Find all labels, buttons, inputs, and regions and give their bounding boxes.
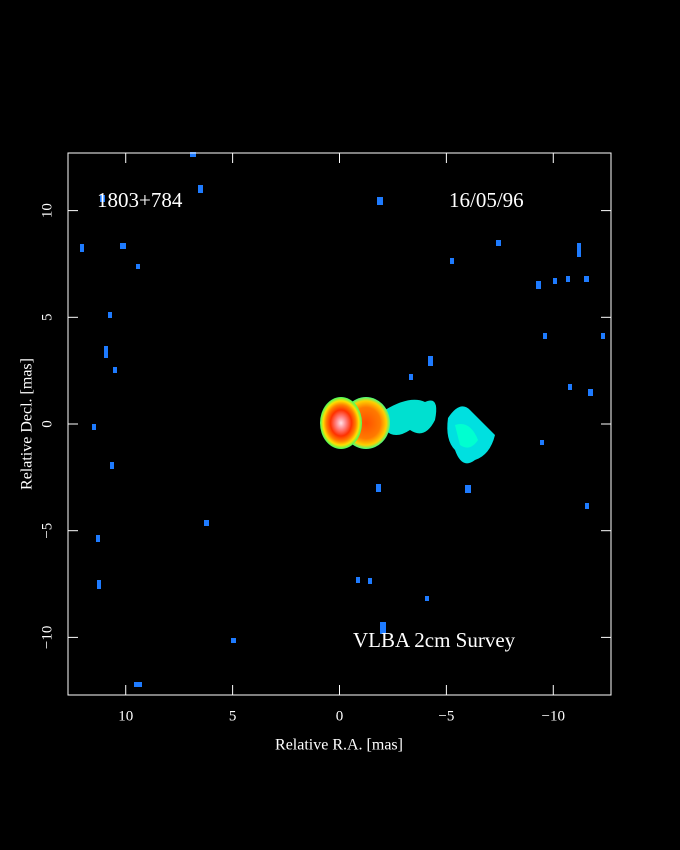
x-tick-label: 0	[336, 708, 344, 724]
x-axis-label: Relative R.A. [mas]	[275, 737, 403, 754]
x-tick-label: −5	[438, 708, 454, 724]
y-tick-label: −5	[39, 523, 55, 539]
source-image	[80, 152, 605, 687]
x-tick-label: −10	[542, 708, 565, 724]
x-tick-label: 5	[229, 708, 237, 724]
y-tick-label: −10	[39, 626, 55, 649]
y-tick-label: 0	[39, 420, 55, 428]
y-tick-label: 5	[39, 314, 55, 322]
y-axis-label: Relative Decl. [mas]	[19, 358, 36, 490]
survey-label: VLBA 2cm Survey	[353, 628, 516, 652]
x-tick-label: 10	[118, 708, 133, 724]
y-tick-label: 10	[39, 203, 55, 218]
epoch: 16/05/96	[449, 188, 524, 212]
source-name: 1803+784	[97, 188, 183, 212]
